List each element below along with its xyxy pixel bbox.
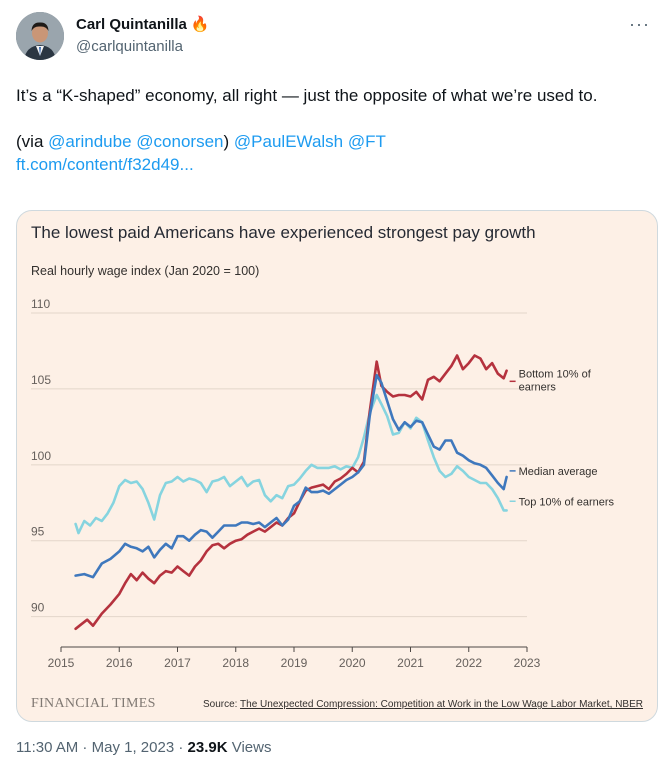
mention-paulewalsh[interactable]: @PaulEWalsh [233,132,344,151]
series-label-line1: Median average [519,466,598,478]
mention-conorsen[interactable]: @conorsen [136,132,224,151]
chart-ylabel: Real hourly wage index (Jan 2020 = 100) [31,264,259,278]
views-count: 23.9K [187,739,228,756]
mention-ft[interactable]: @FT [347,132,386,151]
tweet-line-2: (via @arindube @conorsen) @PaulEWalsh @F… [16,130,646,153]
more-options-icon[interactable]: ··· [629,14,650,34]
meta-separator: · [78,739,92,756]
x-tick-label: 2017 [164,656,191,670]
chart-image-card[interactable]: The lowest paid Americans have experienc… [16,210,658,722]
y-tick-label: 105 [31,373,51,387]
series-label: Median average [519,466,598,478]
x-tick-label: 2021 [397,656,424,670]
ft-logo: FINANCIAL TIMES [31,696,156,711]
series-label: Top 10% of earners [519,496,615,508]
x-tick-label: 2016 [106,656,133,670]
x-tick-label: 2019 [281,656,308,670]
y-tick-label: 90 [31,601,45,615]
tweet-time[interactable]: 11:30 AM [16,739,79,756]
series-line-median-average [74,373,508,579]
x-tick-label: 2015 [48,656,75,670]
author-name-row: Carl Quintanilla 🔥 [76,15,210,34]
meta-separator: · [174,739,188,756]
mention-arindube[interactable]: @arindube [48,132,132,151]
y-tick-label: 95 [31,525,45,539]
views-label: Views [231,739,272,756]
source-prefix: Source: [203,699,240,710]
avatar-image [16,12,64,60]
series-label-line1: Top 10% of earners [519,496,615,508]
author-avatar[interactable] [16,12,64,60]
source-title: The Unexpected Compression: Competition … [240,699,643,710]
series-line-bottom-10-of-earners [74,354,508,631]
author-handle[interactable]: @carlquintanilla [76,38,183,55]
y-tick-label: 100 [31,449,51,463]
x-tick-label: 2023 [514,656,541,670]
wage-chart: The lowest paid Americans have experienc… [31,223,643,711]
series-line-top-10-of-earners [74,393,508,535]
fire-emoji-icon: 🔥 [190,16,210,33]
via-prefix: (via [16,132,49,151]
author-name[interactable]: Carl Quintanilla [76,15,187,33]
tweet-meta: 11:30 AM · May 1, 2023 · 23.9K Views [16,739,271,756]
series-label-line2: earners [519,381,557,393]
tweet-line-1: It’s a “K-shaped” economy, all right — j… [16,86,598,105]
x-tick-label: 2022 [455,656,482,670]
series-label-line1: Bottom 10% of [519,368,592,380]
via-suffix: ) [223,132,230,151]
chart-title: The lowest paid Americans have experienc… [31,223,536,242]
tweet-text: It’s a “K-shaped” economy, all right — j… [16,84,646,176]
y-tick-label: 110 [31,297,50,311]
series-label: Bottom 10% of earners [519,368,592,393]
chart-source: Source: The Unexpected Compression: Comp… [203,699,643,710]
x-tick-label: 2020 [339,656,366,670]
article-link[interactable]: ft.com/content/f32d49... [16,155,194,174]
x-tick-label: 2018 [222,656,249,670]
tweet-date[interactable]: May 1, 2023 [91,739,175,756]
